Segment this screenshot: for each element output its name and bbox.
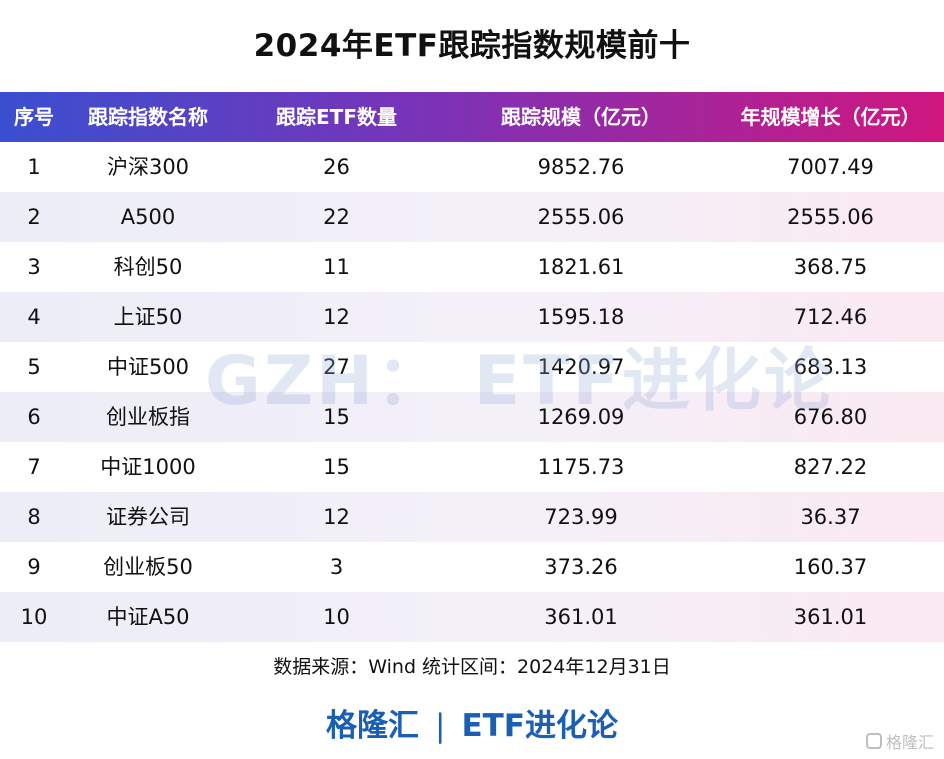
- cell-tracking-scale: 1175.73: [537, 455, 625, 479]
- cell-etf-count: 26: [323, 155, 350, 179]
- cell-etf-count: 3: [329, 555, 344, 579]
- corner-watermark-logo: 格隆汇: [865, 729, 934, 753]
- cell-etf-count: 27: [323, 355, 350, 379]
- cell-index-name: 中证A50: [106, 605, 190, 629]
- cell-etf-count: 12: [323, 505, 350, 529]
- cell-etf-count: 22: [323, 205, 350, 229]
- footer-separator: |: [435, 708, 446, 744]
- table-row: 8 证券公司 12 723.99 36.37: [0, 492, 944, 542]
- cell-annual-growth: 676.80: [793, 405, 868, 429]
- cell-index-name: A500: [120, 205, 176, 229]
- cell-tracking-scale: 1420.97: [537, 355, 625, 379]
- cell-index-name: 沪深300: [106, 155, 190, 179]
- cell-annual-growth: 36.37: [800, 505, 861, 529]
- table-row: 4 上证50 12 1595.18 712.46: [0, 292, 944, 342]
- cell-rank: 1: [27, 155, 41, 179]
- cell-etf-count: 12: [323, 305, 350, 329]
- cell-rank: 8: [27, 505, 41, 529]
- table-row: 6 创业板指 15 1269.09 676.80: [0, 392, 944, 442]
- corner-logo-text: 格隆汇: [885, 733, 934, 752]
- cell-index-name: 上证50: [113, 305, 183, 329]
- cell-index-name: 中证1000: [100, 455, 196, 479]
- cell-tracking-scale: 373.26: [544, 555, 618, 579]
- table-row: 7 中证1000 15 1175.73 827.22: [0, 442, 944, 492]
- table-row: 2 A500 22 2555.06 2555.06: [0, 192, 944, 242]
- cell-tracking-scale: 9852.76: [537, 155, 625, 179]
- cell-rank: 2: [27, 205, 41, 229]
- table-row: 1 沪深300 26 9852.76 7007.49: [0, 142, 944, 192]
- cell-annual-growth: 7007.49: [787, 155, 874, 179]
- cell-rank: 9: [27, 555, 41, 579]
- cell-annual-growth: 160.37: [793, 555, 868, 579]
- table-body: 1 沪深300 26 9852.76 7007.49 2 A500 22 2555.06 2555…: [0, 142, 944, 642]
- cell-etf-count: 10: [323, 605, 350, 629]
- table-header-row: 序号 跟踪指数名称 跟踪ETF数量 跟踪规模（亿元） 年规模增长（亿元）: [0, 92, 944, 142]
- cell-annual-growth: 2555.06: [787, 205, 874, 229]
- cell-tracking-scale: 1269.09: [537, 405, 625, 429]
- cell-tracking-scale: 723.99: [544, 505, 618, 529]
- cell-index-name: 创业板50: [103, 555, 193, 579]
- table-row: 5 中证500 27 1420.97 683.13: [0, 342, 944, 392]
- header-cell-annual-growth: 年规模增长（亿元）: [740, 105, 921, 129]
- cell-index-name: 中证500: [106, 355, 190, 379]
- data-source-note: 数据来源：Wind 统计区间：2024年12月31日: [273, 656, 671, 678]
- cell-rank: 7: [27, 455, 41, 479]
- cell-annual-growth: 827.22: [793, 455, 868, 479]
- header-cell-rank: 序号: [14, 105, 54, 129]
- table-row: 3 科创50 11 1821.61 368.75: [0, 242, 944, 292]
- cell-rank: 3: [27, 255, 41, 279]
- header-cell-index-name: 跟踪指数名称: [88, 105, 208, 129]
- ranking-table: 序号 跟踪指数名称 跟踪ETF数量 跟踪规模（亿元） 年规模增长（亿元） 1 沪深…: [0, 92, 944, 642]
- table-row: 10 中证A50 10 361.01 361.01: [0, 592, 944, 642]
- cell-etf-count: 15: [323, 455, 350, 479]
- cell-index-name: 创业板指: [106, 405, 190, 429]
- cell-tracking-scale: 1821.61: [537, 255, 625, 279]
- cell-index-name: 科创50: [113, 255, 183, 279]
- cell-rank: 4: [27, 305, 41, 329]
- cell-annual-growth: 683.13: [793, 355, 868, 379]
- logo-icon: [865, 733, 882, 749]
- cell-tracking-scale: 2555.06: [537, 205, 625, 229]
- cell-annual-growth: 712.46: [793, 305, 868, 329]
- footer-brand-right: ETF进化论: [461, 708, 618, 744]
- header-cell-tracking-scale: 跟踪规模（亿元）: [501, 105, 661, 129]
- cell-etf-count: 11: [323, 255, 350, 279]
- cell-rank: 10: [20, 605, 48, 629]
- cell-rank: 6: [27, 405, 41, 429]
- chart-title: 2024年ETF跟踪指数规模前十: [253, 28, 691, 64]
- cell-annual-growth: 361.01: [793, 605, 868, 629]
- footer-brand: 格隆汇 | ETF进化论: [0, 700, 944, 745]
- cell-etf-count: 15: [323, 405, 350, 429]
- header-cell-etf-count: 跟踪ETF数量: [276, 105, 397, 129]
- table-row: 9 创业板50 3 373.26 160.37: [0, 542, 944, 592]
- footer-brand-left: 格隆汇: [326, 708, 420, 744]
- cell-index-name: 证券公司: [106, 505, 190, 529]
- cell-annual-growth: 368.75: [793, 255, 868, 279]
- cell-tracking-scale: 1595.18: [537, 305, 625, 329]
- cell-tracking-scale: 361.01: [544, 605, 618, 629]
- cell-rank: 5: [27, 355, 41, 379]
